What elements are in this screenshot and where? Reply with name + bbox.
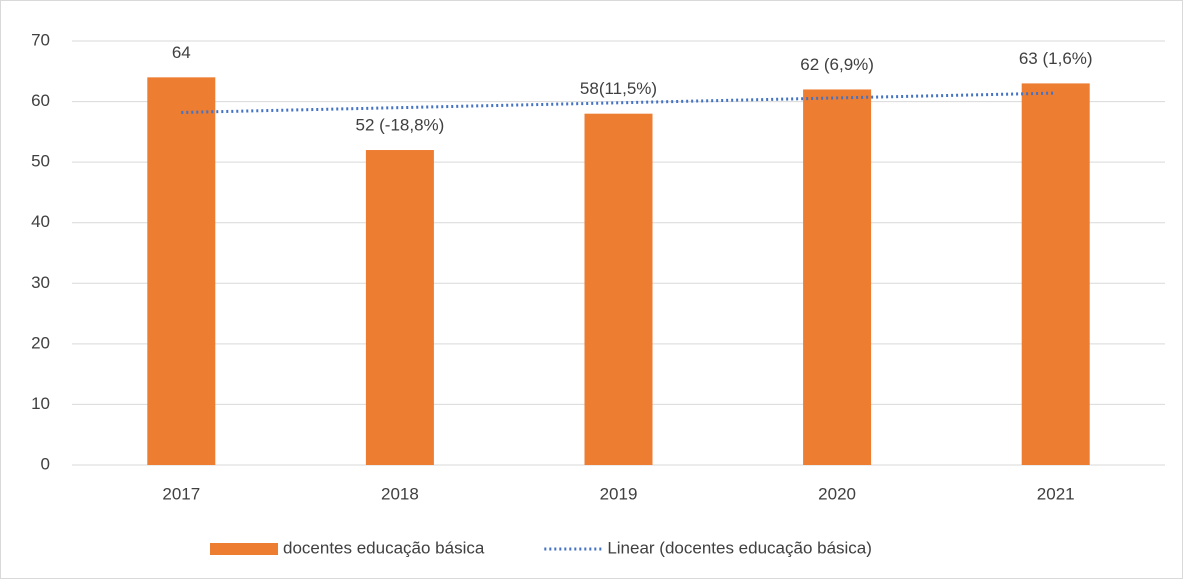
- data-label: 64: [172, 43, 191, 62]
- y-tick-label: 50: [31, 152, 50, 171]
- y-tick-label: 60: [31, 91, 50, 110]
- data-label: 63 (1,6%): [1019, 49, 1093, 68]
- y-tick-label: 20: [31, 333, 50, 352]
- bar: [365, 150, 434, 465]
- bar: [1021, 83, 1090, 466]
- data-label: 58(11,5%): [580, 79, 657, 98]
- legend-label: Linear (docentes educação básica): [607, 538, 872, 557]
- data-label: 62 (6,9%): [800, 55, 874, 74]
- legend-label: docentes educação básica: [283, 538, 485, 557]
- trend-line: [181, 91, 1056, 114]
- x-tick-label: 2021: [1037, 484, 1075, 503]
- data-label: 52 (-18,8%): [355, 116, 444, 135]
- bar: [147, 77, 216, 465]
- x-tick-label: 2017: [162, 484, 200, 503]
- y-tick-label: 70: [31, 30, 50, 49]
- y-tick-label: 10: [31, 394, 50, 413]
- y-tick-label: 30: [31, 273, 50, 292]
- x-tick-label: 2020: [818, 484, 856, 503]
- x-tick-label: 2018: [381, 484, 419, 503]
- y-tick-label: 0: [41, 454, 50, 473]
- bar: [803, 89, 872, 465]
- x-tick-label: 2019: [600, 484, 638, 503]
- legend-swatch: [210, 543, 278, 555]
- bar: [584, 113, 653, 465]
- y-tick-label: 40: [31, 212, 50, 231]
